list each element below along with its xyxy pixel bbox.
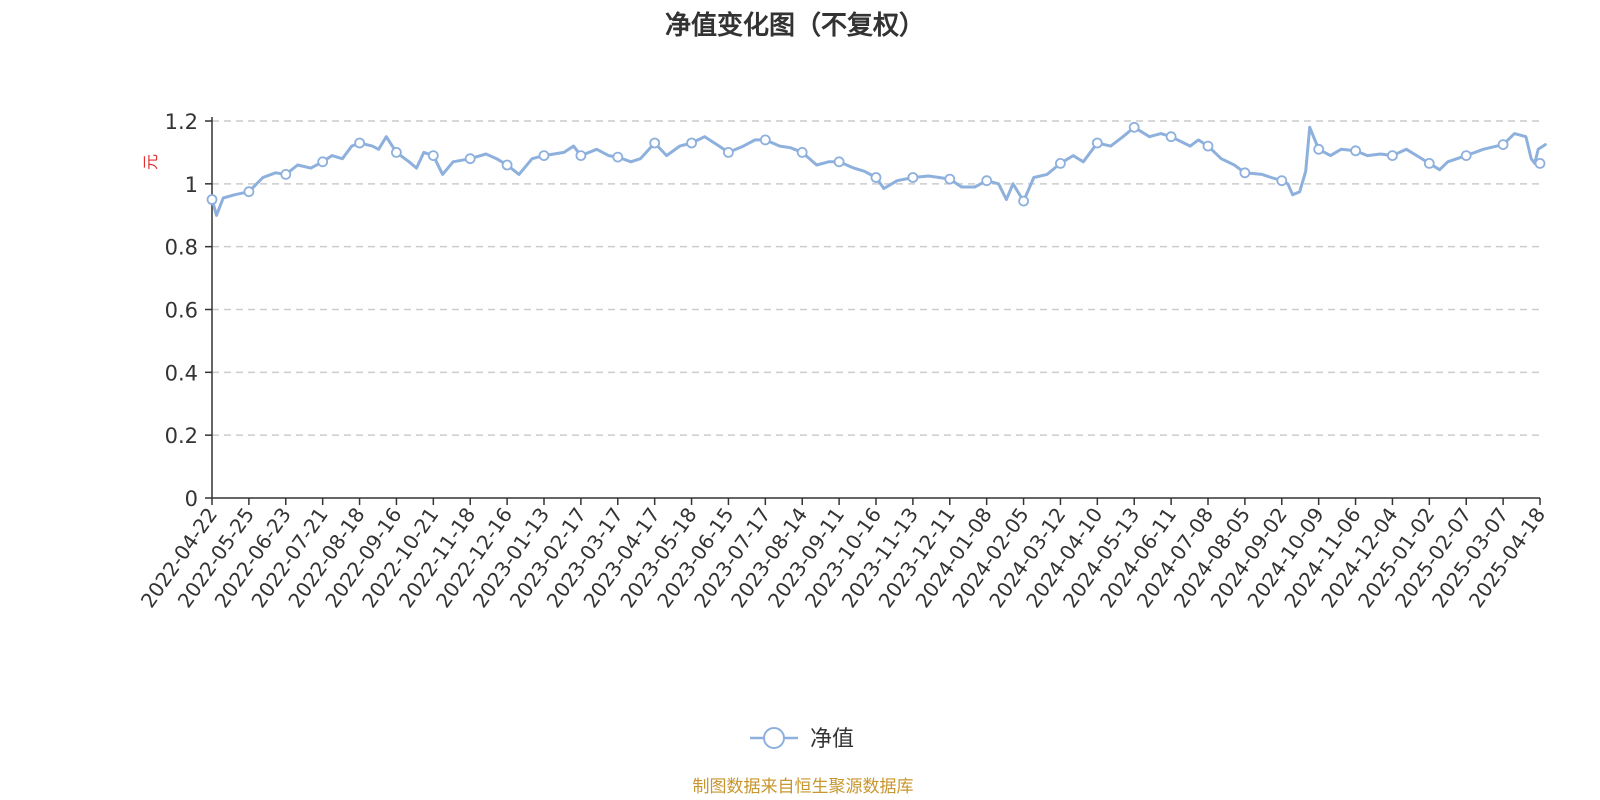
data-point[interactable] bbox=[1276, 175, 1288, 187]
grid-lines bbox=[212, 120, 1540, 436]
data-point[interactable] bbox=[1128, 121, 1140, 133]
data-point[interactable] bbox=[1497, 139, 1509, 151]
series-net-value[interactable] bbox=[206, 121, 1547, 217]
axes bbox=[205, 117, 1541, 505]
data-point[interactable] bbox=[796, 146, 808, 158]
legend-marker-icon bbox=[763, 727, 785, 749]
y-tick-label: 0.2 bbox=[165, 424, 198, 448]
data-point[interactable] bbox=[206, 194, 218, 205]
chart-title: 净值变化图（不复权） bbox=[665, 10, 925, 41]
y-tick-label: 0 bbox=[185, 487, 198, 511]
data-point[interactable] bbox=[280, 168, 292, 180]
data-point[interactable] bbox=[464, 153, 476, 165]
y-tick-labels: 0 0.2 0.4 0.6 0.8 1 1.2 bbox=[165, 110, 198, 511]
y-axis-unit-label: 元 bbox=[141, 154, 160, 170]
data-point[interactable] bbox=[575, 150, 587, 162]
data-point[interactable] bbox=[1239, 167, 1251, 179]
data-point[interactable] bbox=[612, 151, 624, 163]
data-point[interactable] bbox=[354, 137, 366, 149]
data-point[interactable] bbox=[427, 150, 439, 162]
data-point[interactable] bbox=[1313, 143, 1325, 155]
data-point[interactable] bbox=[390, 146, 402, 158]
data-point[interactable] bbox=[870, 172, 882, 183]
data-source-note: 制图数据来自恒生聚源数据库 bbox=[693, 777, 914, 797]
data-point[interactable] bbox=[1091, 137, 1103, 149]
y-tick-label: 0.4 bbox=[165, 361, 198, 385]
data-point[interactable] bbox=[907, 172, 919, 183]
legend[interactable]: 净值 bbox=[750, 727, 854, 752]
series-line[interactable] bbox=[210, 125, 1547, 217]
legend-label: 净值 bbox=[810, 727, 854, 752]
data-point[interactable] bbox=[649, 137, 661, 149]
data-point[interactable] bbox=[243, 186, 255, 198]
y-tick-label: 0.6 bbox=[165, 299, 198, 323]
data-point[interactable] bbox=[1350, 145, 1361, 157]
data-point[interactable] bbox=[1387, 150, 1398, 162]
data-point[interactable] bbox=[1165, 131, 1177, 143]
x-tick-labels: 2022-04-222022-05-252022-06-232022-07-21… bbox=[136, 503, 1550, 612]
y-tick-label: 0.8 bbox=[165, 236, 198, 260]
y-tick-label: 1 bbox=[185, 173, 198, 197]
data-point[interactable] bbox=[686, 137, 697, 149]
y-tick-label: 1.2 bbox=[165, 110, 198, 134]
data-point[interactable] bbox=[833, 156, 845, 168]
data-point[interactable] bbox=[501, 159, 513, 171]
data-point[interactable] bbox=[317, 156, 329, 168]
data-point[interactable] bbox=[1534, 157, 1546, 169]
data-point[interactable] bbox=[538, 150, 550, 162]
data-point[interactable] bbox=[723, 146, 734, 158]
data-point[interactable] bbox=[1423, 157, 1435, 169]
data-point[interactable] bbox=[1055, 157, 1066, 169]
data-point[interactable] bbox=[981, 175, 993, 187]
data-point[interactable] bbox=[944, 173, 956, 185]
data-point[interactable] bbox=[759, 134, 771, 146]
data-point[interactable] bbox=[1202, 140, 1214, 152]
data-point[interactable] bbox=[1018, 195, 1029, 207]
data-point[interactable] bbox=[1460, 150, 1472, 162]
